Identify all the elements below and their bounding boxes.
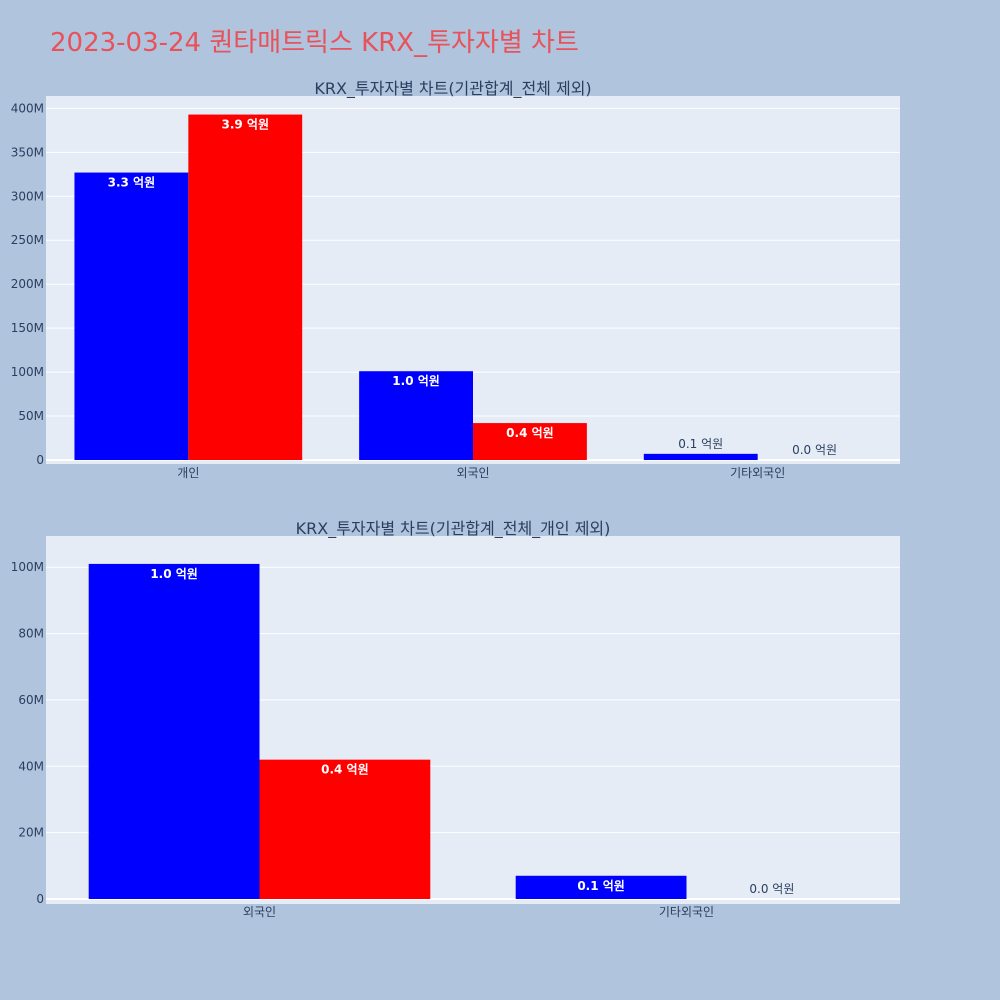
y-tick-label: 60M [18,693,44,707]
bar [473,423,587,460]
bar [88,563,260,899]
data-label: 3.3 억원 [108,176,156,190]
bar [515,875,687,899]
bar [643,453,758,460]
y-tick-label: 200M [11,277,44,291]
y-tick-label: 150M [11,321,44,335]
data-label: 1.0 억원 [150,567,198,581]
y-tick-label: 400M [11,101,44,115]
x-tick-label: 외국인 [243,905,276,919]
data-label: 0.4 억원 [321,763,369,777]
y-tick-label: 250M [11,233,44,247]
x-tick-label: 개인 [177,466,199,480]
chart-title: KRX_투자자별 차트(기관합계_전체 제외) [314,79,591,99]
x-tick-label: 기타외국인 [659,905,714,919]
y-tick-label: 300M [11,189,44,203]
bar [259,759,431,899]
y-tick-label: 100M [11,365,44,379]
y-tick-label: 50M [18,409,44,423]
chart-title: KRX_투자자별 차트(기관합계_전체_개인 제외) [296,519,611,539]
data-label: 1.0 억원 [392,374,440,388]
x-tick-label: 기타외국인 [730,466,785,480]
page-title: 2023-03-24 퀀타매트릭스 KRX_투자자별 차트 [50,28,579,58]
bar [188,114,303,460]
data-label: 3.9 억원 [222,118,270,132]
bar [74,172,189,460]
y-tick-label: 0 [36,453,44,467]
y-tick-label: 100M [11,560,44,574]
bar [359,371,473,460]
x-tick-label: 외국인 [456,466,489,480]
data-label: 0.1 억원 [678,437,723,451]
y-tick-label: 0 [36,892,44,906]
data-label: 0.0 억원 [792,443,837,457]
y-tick-label: 40M [18,759,44,773]
y-tick-label: 350M [11,145,44,159]
chart-top: KRX_투자자별 차트(기관합계_전체 제외) 0 50M 100M 150M 200M 2… [11,79,900,480]
data-label: 0.0 억원 [749,882,794,896]
y-tick-label: 20M [18,826,44,840]
y-tick-label: 80M [18,627,44,641]
data-label: 0.1 억원 [577,879,625,893]
data-label: 0.4 억원 [506,426,554,440]
